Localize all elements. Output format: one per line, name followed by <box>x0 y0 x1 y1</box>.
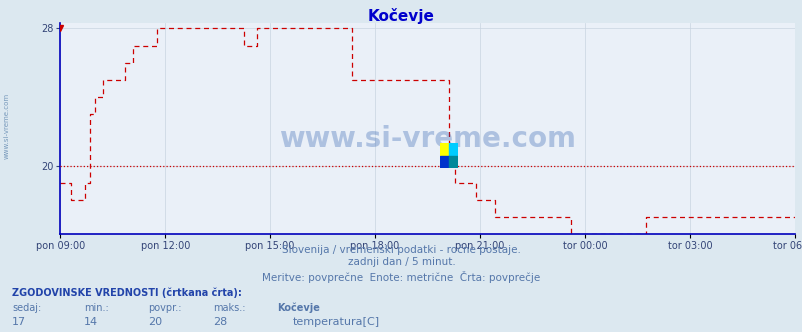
Text: Slovenija / vremenski podatki - ročne postaje.: Slovenija / vremenski podatki - ročne po… <box>282 244 520 255</box>
Text: Kočevje: Kočevje <box>367 8 435 24</box>
Text: min.:: min.: <box>84 303 109 313</box>
Polygon shape <box>448 155 457 168</box>
Text: www.si-vreme.com: www.si-vreme.com <box>3 93 10 159</box>
Text: povpr.:: povpr.: <box>148 303 182 313</box>
Text: maks.:: maks.: <box>213 303 245 313</box>
Text: zadnji dan / 5 minut.: zadnji dan / 5 minut. <box>347 257 455 267</box>
Text: Kočevje: Kočevje <box>277 303 319 313</box>
Text: 28: 28 <box>213 317 227 327</box>
Polygon shape <box>439 155 448 168</box>
Text: temperatura[C]: temperatura[C] <box>293 317 379 327</box>
Text: ZGODOVINSKE VREDNOSTI (črtkana črta):: ZGODOVINSKE VREDNOSTI (črtkana črta): <box>12 287 241 298</box>
Text: 20: 20 <box>148 317 163 327</box>
Text: www.si-vreme.com: www.si-vreme.com <box>279 125 575 153</box>
Text: sedaj:: sedaj: <box>12 303 41 313</box>
Polygon shape <box>448 143 457 155</box>
Text: 14: 14 <box>84 317 99 327</box>
Text: 17: 17 <box>12 317 26 327</box>
Text: Meritve: povprečne  Enote: metrične  Črta: povprečje: Meritve: povprečne Enote: metrične Črta:… <box>262 271 540 283</box>
Polygon shape <box>439 143 448 155</box>
